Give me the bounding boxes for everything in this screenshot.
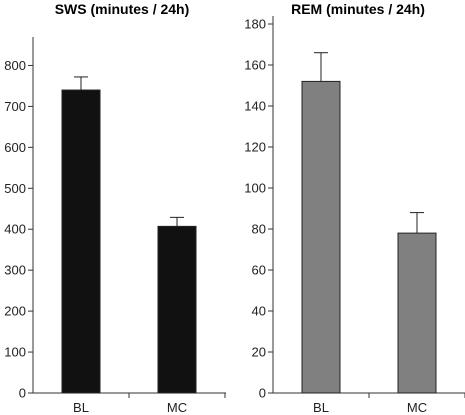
chart-panel-1: REM (minutes / 24h) 0 20 40 60 80 100 120 140 160…	[244, 1, 465, 415]
y-tick-label-0-5: 500	[4, 181, 26, 196]
y-tick-label-1-7: 140	[244, 99, 266, 114]
y-tick-label-0-1: 100	[4, 345, 26, 360]
chart-title-0: SWS (minutes / 24h)	[55, 1, 190, 17]
chart-panel-0: SWS (minutes / 24h) 0 100 200 300 400 500 600 70…	[4, 1, 226, 415]
y-tick-label-0-3: 300	[4, 263, 26, 278]
y-tick-label-0-0: 0	[19, 386, 26, 401]
y-tick-label-1-0: 0	[259, 386, 266, 401]
y-tick-label-1-3: 60	[252, 263, 266, 278]
chart-title-1: REM (minutes / 24h)	[291, 1, 425, 17]
x-tick-label-0-mc: MC	[167, 400, 187, 415]
y-tick-label-1-1: 20	[252, 345, 266, 360]
y-tick-label-0-6: 600	[4, 140, 26, 155]
bar-1-bl	[301, 80, 341, 394]
bar-0-mc	[157, 225, 197, 394]
y-tick-label-1-9: 180	[244, 17, 266, 32]
y-tick-label-0-8: 800	[4, 58, 26, 73]
bar-1-mc	[397, 232, 437, 394]
y-tick-label-0-7: 700	[4, 99, 26, 114]
x-tick-label-0-bl: BL	[73, 400, 89, 415]
y-tick-label-1-4: 80	[252, 222, 266, 237]
x-tick-label-1-bl: BL	[313, 400, 329, 415]
y-tick-label-1-6: 120	[244, 140, 266, 155]
bar-0-bl	[61, 89, 101, 394]
y-tick-label-1-2: 40	[252, 304, 266, 319]
y-tick-label-1-8: 160	[244, 58, 266, 73]
y-tick-label-0-4: 400	[4, 222, 26, 237]
y-tick-label-1-5: 100	[244, 181, 266, 196]
y-tick-label-0-2: 200	[4, 304, 26, 319]
x-tick-label-1-mc: MC	[407, 400, 427, 415]
